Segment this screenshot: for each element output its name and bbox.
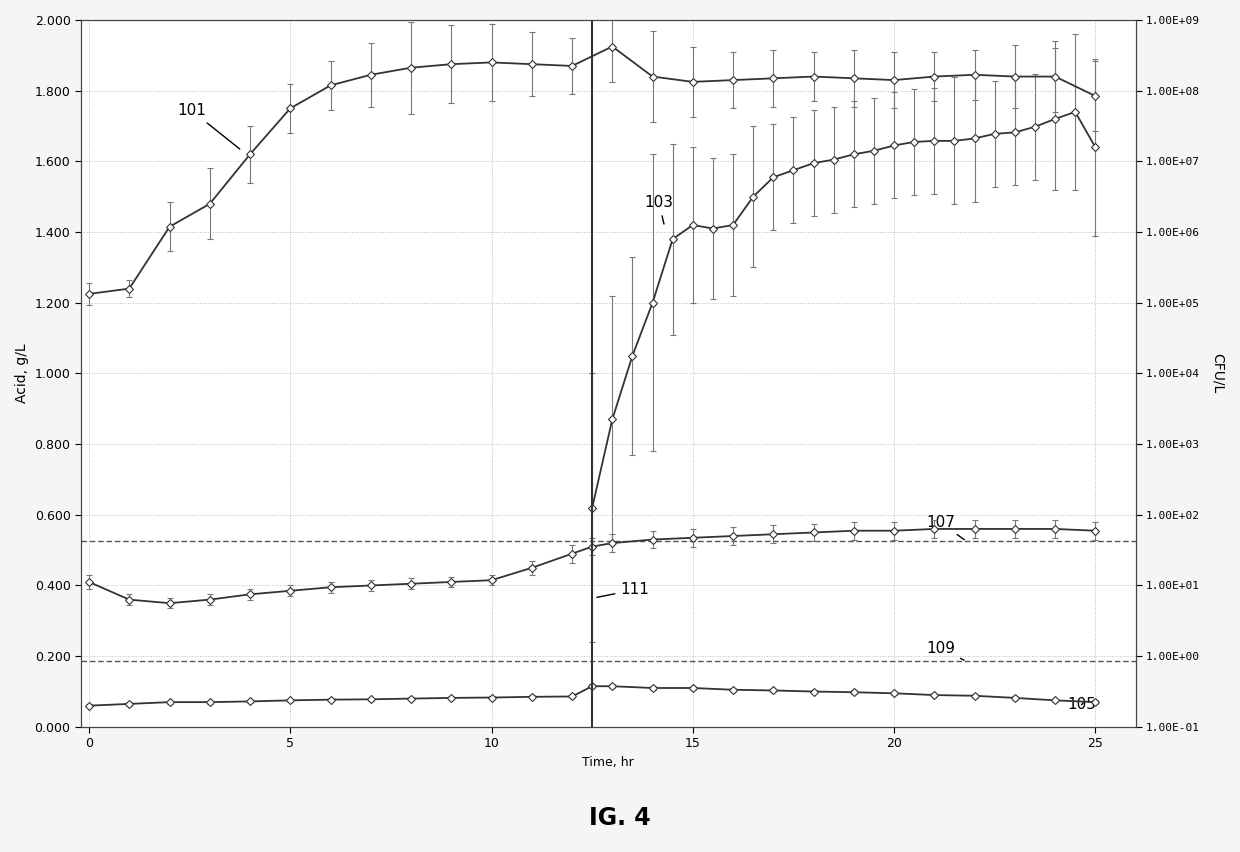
Text: 103: 103 — [645, 195, 673, 224]
Text: IG. 4: IG. 4 — [589, 806, 651, 830]
Y-axis label: Acid, g/L: Acid, g/L — [15, 343, 29, 403]
Y-axis label: CFU/L: CFU/L — [1211, 354, 1225, 394]
Text: 105: 105 — [1068, 697, 1096, 712]
Text: 109: 109 — [926, 641, 963, 660]
X-axis label: Time, hr: Time, hr — [583, 756, 634, 769]
Text: 107: 107 — [926, 515, 965, 539]
Text: 101: 101 — [177, 103, 239, 149]
Text: 111: 111 — [596, 582, 650, 597]
